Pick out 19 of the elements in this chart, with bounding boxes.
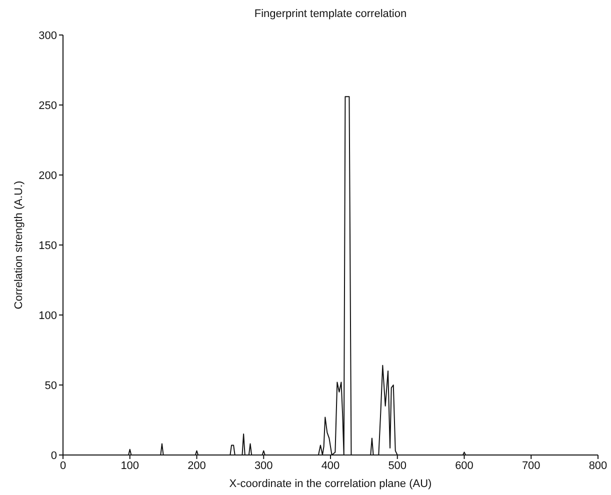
x-tick-label: 700 — [522, 460, 540, 472]
x-axis-title: X-coordinate in the correlation plane (AU) — [229, 478, 432, 490]
y-tick-label: 150 — [38, 240, 57, 252]
y-tick-label: 50 — [44, 380, 57, 392]
x-tick-label: 300 — [254, 460, 273, 472]
y-tick-label: 200 — [38, 170, 57, 182]
x-tick-label: 400 — [321, 460, 340, 472]
x-tick-label: 600 — [455, 460, 474, 472]
x-tick-label: 800 — [588, 460, 608, 472]
y-tick-label: 100 — [38, 310, 57, 322]
y-axis-title: Correlation strength (A.U.) — [12, 180, 25, 310]
chart-title: Fingerprint template correlation — [253, 8, 408, 20]
x-tick-label: 200 — [188, 460, 206, 472]
x-tick-label: 0 — [60, 460, 66, 472]
x-tick-label: 100 — [120, 460, 140, 472]
y-tick-label: 300 — [38, 30, 57, 42]
y-tick-label: 0 — [50, 450, 57, 462]
y-tick-label: 250 — [38, 100, 57, 112]
x-tick-label: 500 — [388, 460, 407, 472]
